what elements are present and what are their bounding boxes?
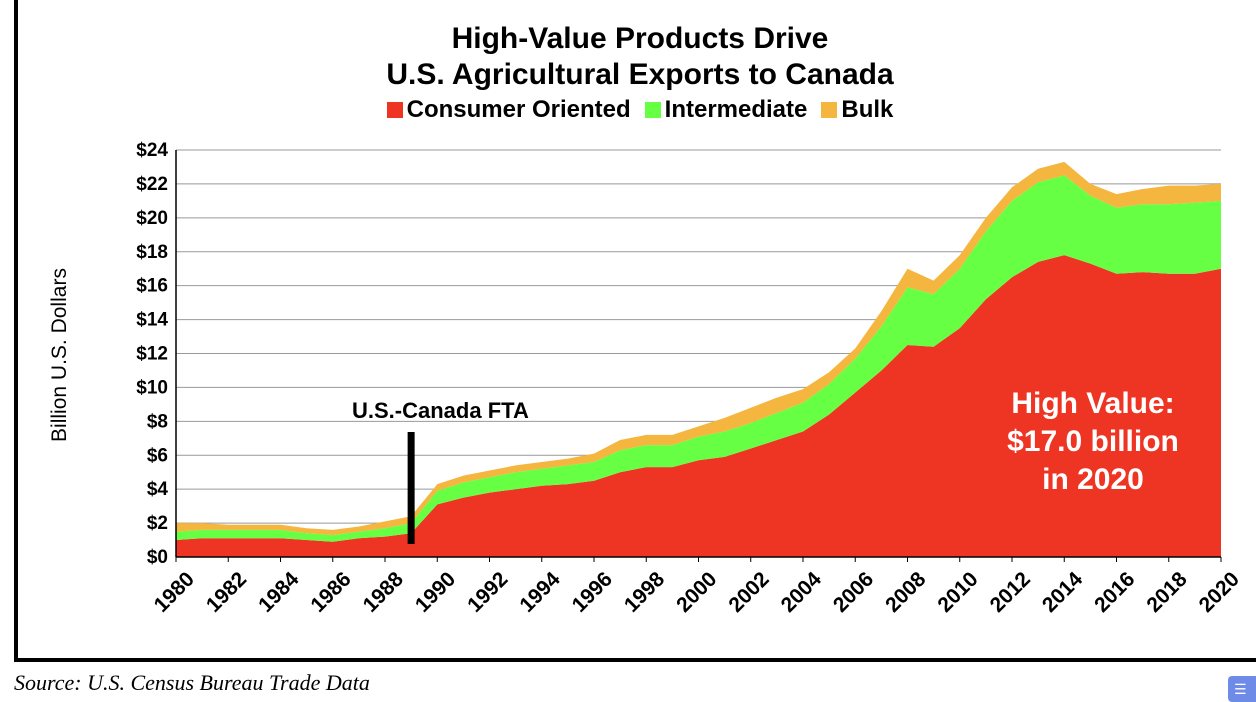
legend-item-consumer-oriented: Consumer Oriented	[386, 96, 631, 124]
y-tick-label: $24	[136, 140, 168, 161]
x-tick-label: 1982	[202, 568, 251, 617]
high-value-label-line: High Value:	[1011, 387, 1174, 420]
x-tick-label: 1988	[359, 567, 409, 617]
x-tick-label: 2010	[933, 568, 982, 617]
x-tick-label: 2008	[881, 567, 931, 617]
y-tick-label: $18	[136, 242, 168, 263]
y-axis-label: Billion U.S. Dollars	[48, 268, 71, 442]
x-tick-label: 2014	[1038, 567, 1088, 617]
y-tick-label: $12	[136, 344, 168, 365]
x-tick-label: 1994	[515, 567, 565, 617]
legend-item-intermediate: Intermediate	[644, 96, 808, 124]
legend-label-intermediate: Intermediate	[664, 96, 808, 123]
legend-label-consumer-oriented: Consumer Oriented	[406, 96, 631, 123]
area-series-consumer-oriented	[176, 255, 1221, 557]
chart-legend: Consumer Oriented Intermediate Bulk	[250, 96, 1030, 124]
x-tick-label: 2000	[672, 568, 721, 617]
x-tick-label: 2004	[777, 567, 827, 617]
y-tick-label: $0	[147, 547, 168, 568]
x-tick-label: 1992	[463, 568, 512, 617]
chart-title-line-1: High-Value Products Drive	[451, 22, 829, 55]
x-tick-label: 1980	[150, 568, 199, 617]
fta-marker	[407, 432, 415, 544]
legend-label-bulk: Bulk	[841, 96, 894, 123]
high-value-label-line: $17.0 billion	[1007, 425, 1179, 458]
y-tick-label: $2	[147, 513, 168, 534]
layers-icon[interactable]: ☰	[1228, 676, 1256, 702]
chart-title-line-2: U.S. Agricultural Exports to Canada	[386, 58, 894, 91]
x-tick-label: 2020	[1195, 568, 1244, 617]
x-tick-label: 2002	[724, 568, 773, 617]
y-tick-label: $16	[136, 276, 168, 297]
x-tick-label: 2006	[829, 568, 878, 617]
x-tick-label: 1990	[411, 568, 460, 617]
x-tick-label: 2012	[986, 568, 1035, 617]
x-tick-label: 2016	[1090, 568, 1139, 617]
fta-label: U.S.-Canada FTA	[352, 398, 529, 423]
y-tick-label: $14	[136, 310, 168, 331]
source-note: Source: U.S. Census Bureau Trade Data	[14, 670, 370, 695]
legend-item-bulk: Bulk	[821, 96, 893, 124]
x-tick-label: 1998	[620, 567, 670, 617]
legend-swatch-bulk	[821, 102, 838, 118]
y-tick-label: $8	[147, 411, 168, 432]
x-tick-label: 1996	[568, 568, 617, 617]
legend-swatch-intermediate	[644, 102, 661, 118]
y-tick-label: $4	[147, 479, 169, 500]
y-tick-label: $20	[136, 208, 168, 229]
area-series-bulk	[176, 161, 1221, 535]
x-tick-label: 2018	[1142, 567, 1192, 617]
y-tick-label: $10	[136, 377, 168, 398]
x-tick-label: 1986	[306, 568, 355, 617]
y-tick-label: $6	[147, 445, 168, 466]
legend-swatch-consumer-oriented	[386, 102, 403, 118]
x-tick-label: 1984	[254, 567, 304, 617]
high-value-label-line: in 2020	[1042, 463, 1144, 496]
y-tick-label: $22	[136, 174, 168, 195]
area-series-intermediate	[176, 175, 1221, 542]
